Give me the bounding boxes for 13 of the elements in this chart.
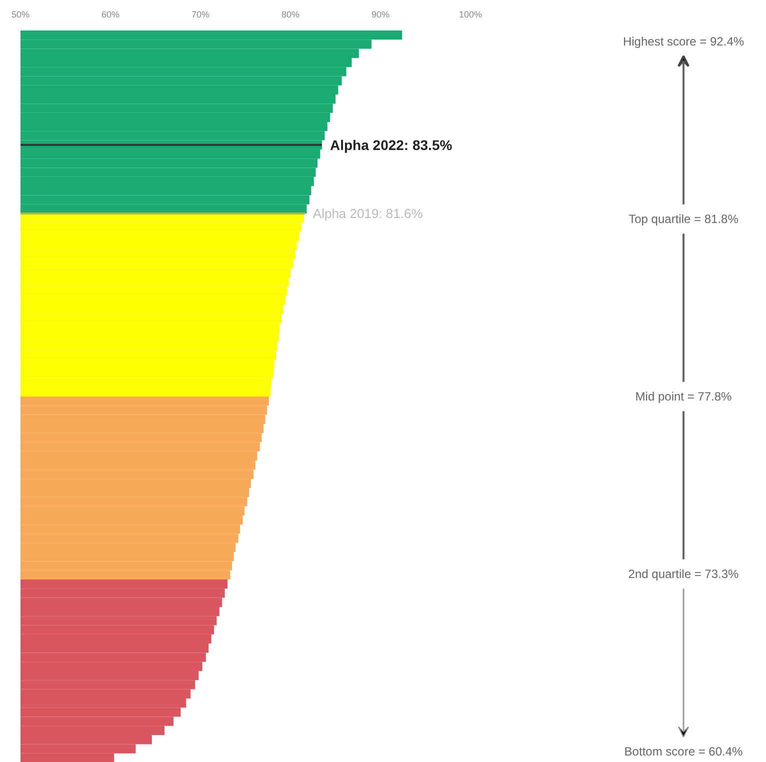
annotation: Alpha 2019: 81.6% (312, 206, 424, 221)
text: Highest score = 92.4% (622, 34, 744, 48)
x-tick-label: 60% (101, 10, 120, 20)
text: Bottom score = 60.4% (624, 744, 744, 759)
annotation: Alpha 2022: 83.5% (330, 136, 453, 153)
text: Top quartile = 81.8% (628, 212, 739, 226)
x-tick-label: 70% (191, 10, 210, 20)
x-tick-label: 80% (281, 10, 300, 20)
x-tick-label: 90% (371, 10, 390, 20)
x-tick-label: 50% (11, 10, 30, 20)
text: Mid point = 77.8% (635, 390, 732, 404)
text: 2nd quartile = 73.3% (628, 567, 740, 582)
x-tick-label: 100% (458, 10, 482, 20)
